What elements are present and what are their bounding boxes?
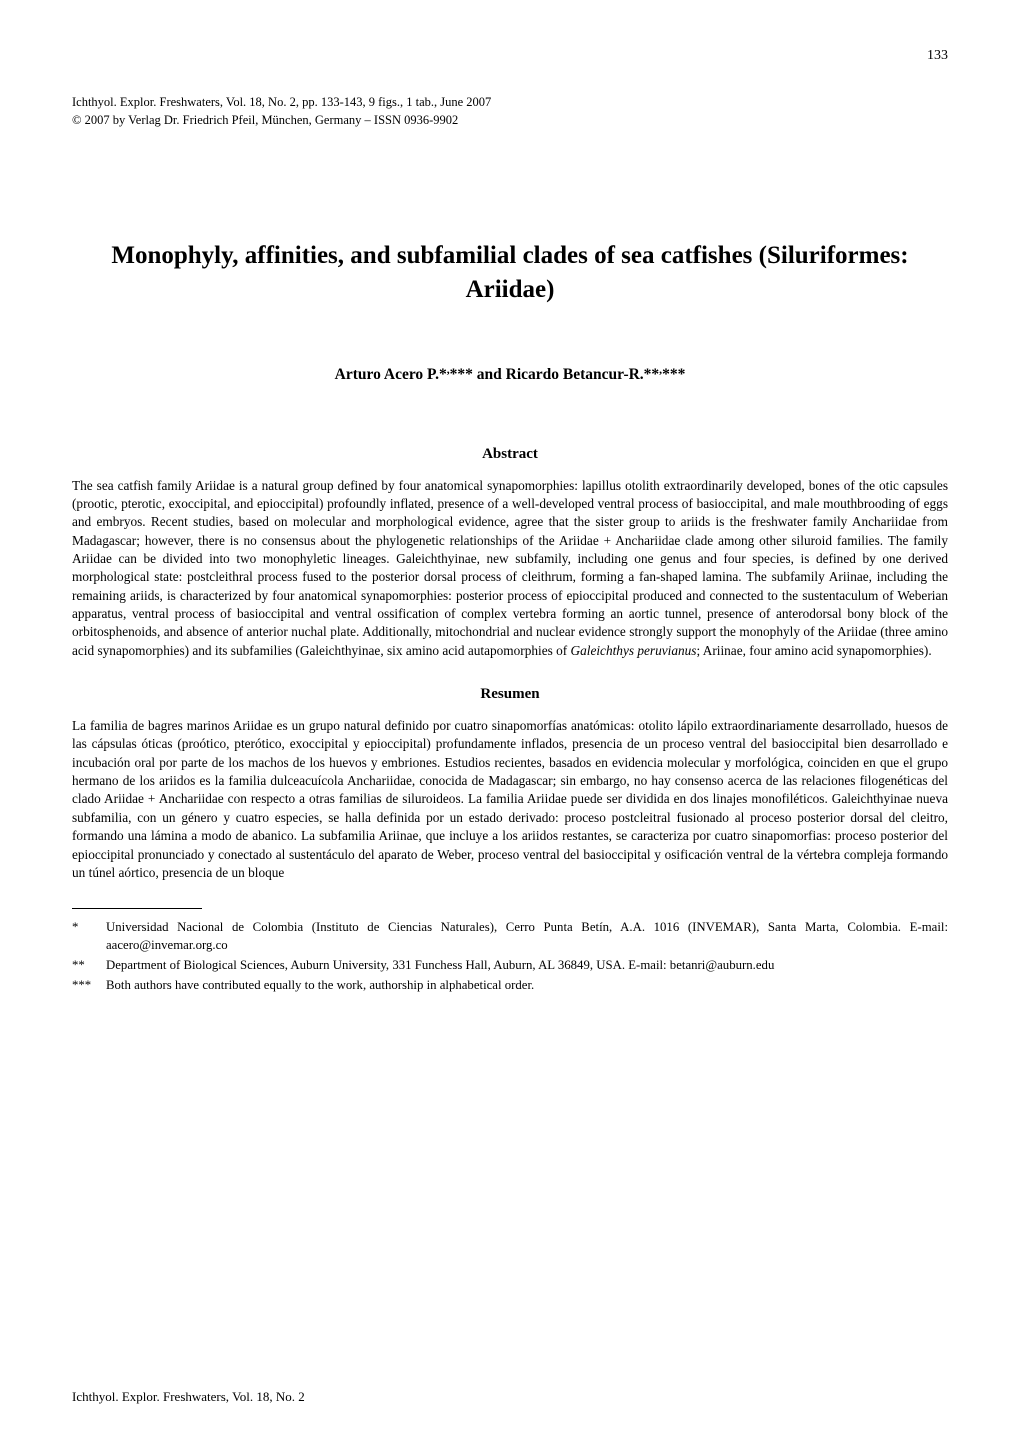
footnote-text: Both authors have contributed equally to… [106, 977, 948, 995]
footnote-row: *** Both authors have contributed equall… [72, 977, 948, 995]
article-title: Monophyly, affinities, and subfamilial c… [72, 239, 948, 307]
page-number: 133 [72, 48, 948, 64]
footnote-marker: * [72, 919, 106, 955]
abstract-heading: Abstract [72, 446, 948, 463]
citation-line-2: © 2007 by Verlag Dr. Friedrich Pfeil, Mü… [72, 112, 948, 130]
abstract-text: The sea catfish family Ariidae is a natu… [72, 477, 948, 660]
authors-line: Arturo Acero P.*,*** and Ricardo Betancu… [72, 363, 948, 384]
resumen-text: La familia de bagres marinos Ariidae es … [72, 717, 948, 882]
footnote-text: Department of Biological Sciences, Aubur… [106, 957, 948, 975]
citation-block: Ichthyol. Explor. Freshwaters, Vol. 18, … [72, 94, 948, 129]
footnote-text: Universidad Nacional de Colombia (Instit… [106, 919, 948, 955]
footnote-marker: *** [72, 977, 106, 995]
footnotes-block: * Universidad Nacional de Colombia (Inst… [72, 919, 948, 995]
footnote-marker: ** [72, 957, 106, 975]
citation-line-1: Ichthyol. Explor. Freshwaters, Vol. 18, … [72, 94, 948, 112]
footnote-row: ** Department of Biological Sciences, Au… [72, 957, 948, 975]
footnote-rule [72, 908, 202, 909]
running-footer: Ichthyol. Explor. Freshwaters, Vol. 18, … [72, 1389, 305, 1405]
footnote-row: * Universidad Nacional de Colombia (Inst… [72, 919, 948, 955]
resumen-heading: Resumen [72, 686, 948, 703]
